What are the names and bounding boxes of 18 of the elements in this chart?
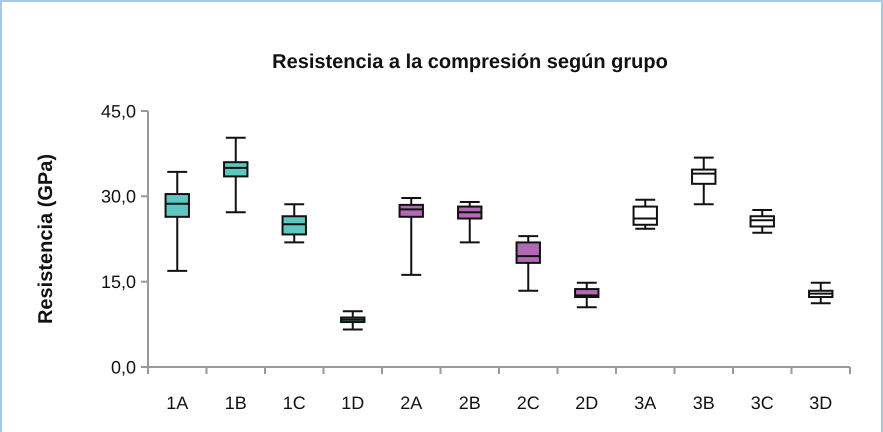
y-tick-label: 45,0 [100, 101, 136, 122]
y-tick-label: 0,0 [110, 357, 136, 378]
x-tick-label: 1B [224, 393, 247, 413]
x-tick-label: 3D [809, 393, 832, 413]
x-tick-label: 1D [341, 393, 364, 413]
x-tick-label: 2B [458, 393, 481, 413]
y-tick-label: 30,0 [100, 186, 136, 207]
x-tick-label: 3A [634, 393, 656, 413]
x-tick-label: 1C [282, 393, 306, 413]
x-tick-label: 1A [166, 393, 188, 413]
x-tick-label: 2C [516, 393, 540, 413]
x-tick-label: 2A [400, 393, 422, 413]
x-tick-label: 3C [750, 393, 774, 413]
y-axis-title: Resistencia (GPa) [35, 154, 57, 324]
chart-title: Resistencia a la compresión según grupo [272, 51, 668, 73]
x-tick-label: 3B [692, 393, 715, 413]
x-tick-label: 2D [575, 393, 598, 413]
y-tick-label: 15,0 [100, 272, 136, 292]
